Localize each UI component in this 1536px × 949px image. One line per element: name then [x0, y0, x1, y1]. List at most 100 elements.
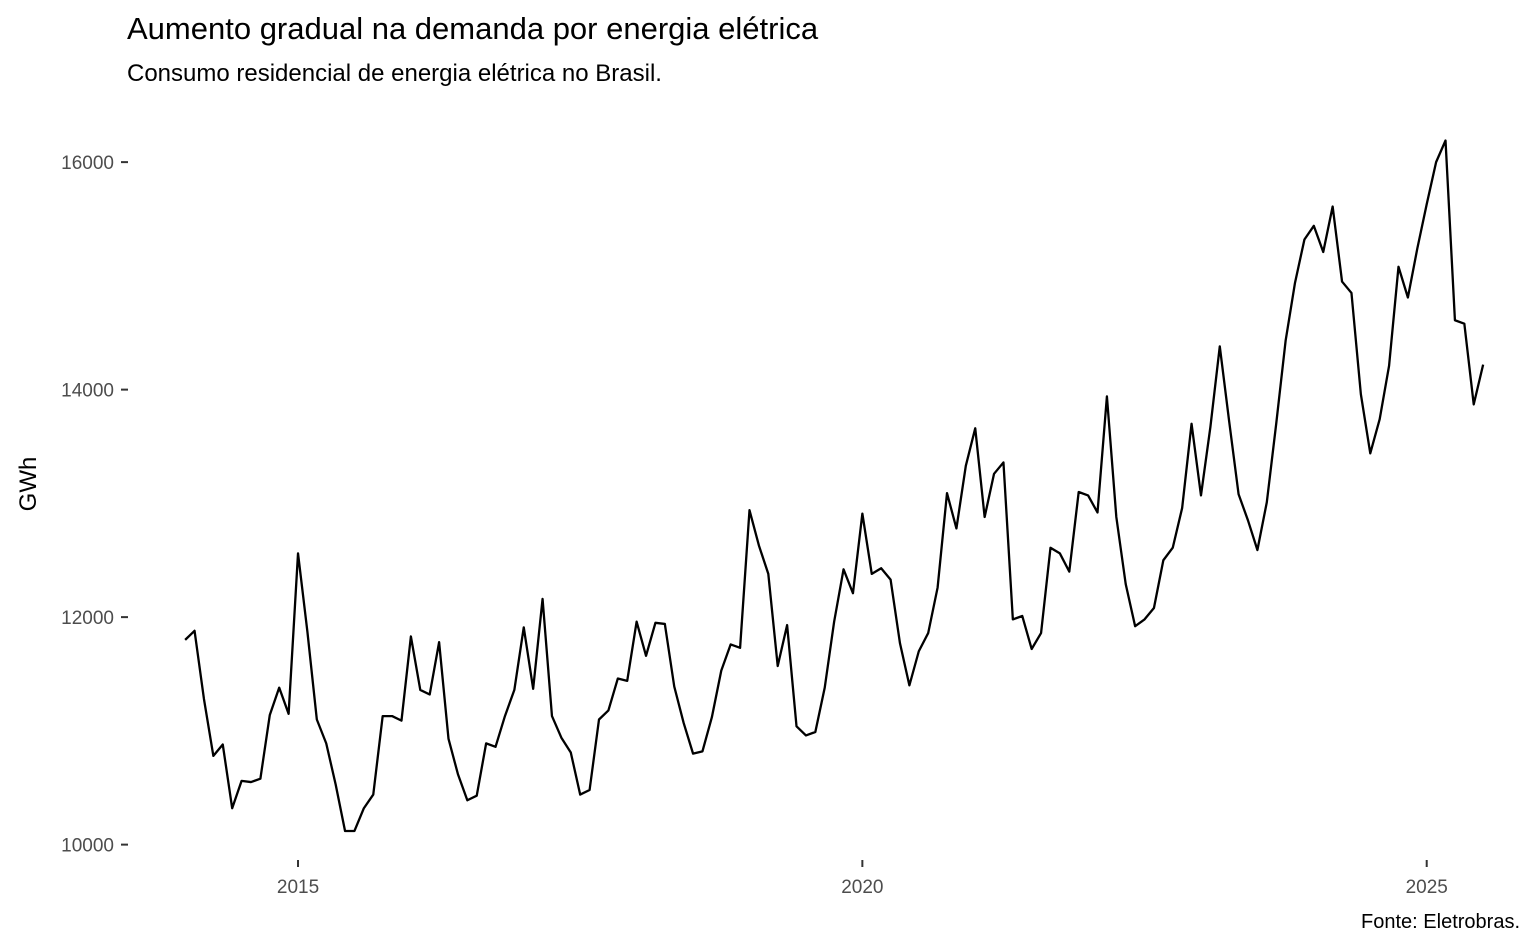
data-point	[936, 586, 940, 590]
data-point	[569, 750, 573, 754]
y-axis: 10000 12000 14000 16000	[61, 153, 128, 857]
data-point	[964, 464, 968, 468]
data-point	[766, 572, 770, 576]
data-point	[1462, 322, 1466, 326]
data-point	[832, 620, 836, 624]
data-point	[418, 688, 422, 692]
data-point	[823, 686, 827, 690]
data-point	[1067, 570, 1071, 574]
data-point	[907, 683, 911, 687]
data-point	[1124, 582, 1128, 586]
data-point	[1331, 204, 1335, 208]
data-point	[1415, 247, 1419, 251]
data-point	[1265, 500, 1269, 504]
data-points	[183, 139, 1485, 833]
data-point	[249, 780, 253, 784]
chart-title: Aumento gradual na demanda por energia e…	[127, 11, 819, 46]
data-point	[588, 788, 592, 792]
data-point	[842, 567, 846, 571]
data-point	[390, 714, 394, 718]
data-point	[258, 777, 262, 781]
chart-subtitle: Consumo residencial de energia elétrica …	[127, 60, 662, 87]
data-point	[465, 798, 469, 802]
data-point	[1434, 160, 1438, 164]
data-point	[268, 713, 272, 717]
data-point	[1312, 224, 1316, 228]
data-point	[324, 741, 328, 745]
data-point	[870, 572, 874, 576]
data-point	[926, 631, 930, 635]
y-tick-label: 16000	[61, 153, 114, 174]
data-point	[1199, 493, 1203, 497]
data-point	[973, 426, 977, 430]
data-point	[672, 685, 676, 689]
data-point	[1274, 422, 1278, 426]
data-point	[1171, 546, 1175, 550]
data-point	[992, 472, 996, 476]
data-point	[1453, 318, 1457, 322]
data-point	[578, 793, 582, 797]
data-point	[1161, 558, 1165, 562]
data-point	[1096, 510, 1100, 514]
data-point	[531, 687, 535, 691]
data-point	[503, 714, 507, 718]
data-point	[625, 679, 629, 683]
data-point	[437, 640, 441, 644]
data-point	[1143, 617, 1147, 621]
data-point	[484, 741, 488, 745]
data-point	[879, 566, 883, 570]
x-tick-label: 2020	[841, 877, 883, 898]
data-point	[729, 642, 733, 646]
data-point	[550, 714, 554, 718]
data-point	[1086, 493, 1090, 497]
data-point	[682, 721, 686, 725]
data-point	[1406, 295, 1410, 299]
data-point	[211, 754, 215, 758]
chart-caption: Fonte: Eletrobras.	[1361, 911, 1520, 933]
data-point	[954, 526, 958, 530]
data-point	[1133, 624, 1137, 628]
data-point	[221, 743, 225, 747]
x-tick-label: 2025	[1406, 877, 1448, 898]
data-point	[663, 622, 667, 626]
data-point	[1425, 202, 1429, 206]
data-point	[860, 512, 864, 516]
data-point	[447, 737, 451, 741]
data-point	[343, 829, 347, 833]
data-point	[691, 752, 695, 756]
y-axis-title: GWh	[15, 457, 42, 512]
data-point	[202, 697, 206, 701]
data-point	[1011, 617, 1015, 621]
data-point	[287, 712, 291, 716]
data-point	[616, 677, 620, 681]
data-point	[559, 736, 563, 740]
data-point	[1321, 250, 1325, 254]
data-point	[334, 782, 338, 786]
data-point	[851, 591, 855, 595]
data-point	[362, 806, 366, 810]
y-tick-label: 12000	[61, 608, 114, 629]
data-point	[1481, 363, 1485, 367]
data-point	[1246, 518, 1250, 522]
data-point	[1472, 402, 1476, 406]
data-point	[700, 749, 704, 753]
data-point	[1114, 515, 1118, 519]
data-point	[1378, 417, 1382, 421]
data-point	[1227, 419, 1231, 423]
data-point	[1255, 548, 1259, 552]
x-axis: 2015 2020 2025	[277, 860, 1448, 898]
data-point	[352, 829, 356, 833]
data-point	[1030, 647, 1034, 651]
data-point	[1218, 344, 1222, 348]
data-point	[1180, 506, 1184, 510]
y-tick-label: 14000	[61, 381, 114, 402]
data-point	[1048, 546, 1052, 550]
data-point	[541, 597, 545, 601]
data-point	[945, 491, 949, 495]
data-point	[193, 629, 197, 633]
data-point	[315, 718, 319, 722]
data-point	[428, 692, 432, 696]
data-point	[1368, 451, 1372, 455]
data-point	[1340, 280, 1344, 284]
